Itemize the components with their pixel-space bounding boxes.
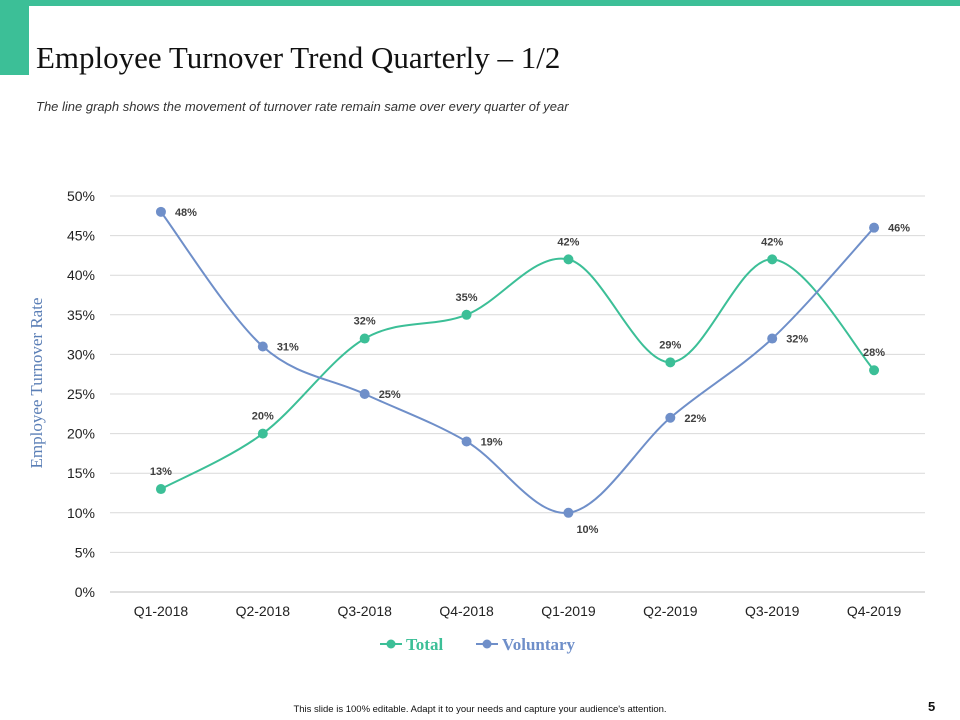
data-label-voluntary: 32% [786,334,808,346]
chart-axes: 0% 5% 10% 15% 20% 25% 30% 35% 40% 45% 50% Q1-2018 Q2… [67,188,902,619]
x-tick-label: Q4-2018 [439,603,494,619]
data-label-voluntary: 48% [175,207,197,219]
legend-marker-total [386,639,396,649]
data-label-voluntary: 46% [888,223,910,235]
data-point-total [461,309,472,320]
data-label-voluntary: 31% [277,341,299,353]
y-tick-label: 35% [67,307,95,323]
footer-note: This slide is 100% editable. Adapt it to… [293,704,667,715]
y-tick-label: 45% [67,228,95,244]
series-line-total [160,257,875,490]
data-point-total [155,484,166,495]
side-accent-block [0,0,29,75]
data-label-voluntary: 22% [684,413,706,425]
data-point-voluntary [155,206,166,217]
x-tick-label: Q2-2018 [236,603,291,619]
data-label-voluntary: 10% [576,524,598,536]
x-tick-label: Q4-2019 [847,603,902,619]
x-tick-label: Q3-2019 [745,603,800,619]
data-label-total: 42% [557,236,579,248]
y-tick-label: 50% [67,188,95,204]
data-label-voluntary: 25% [379,389,401,401]
data-point-voluntary [563,507,574,518]
data-label-total: 13% [150,466,172,478]
chart-legend: Total Voluntary [380,635,576,654]
data-point-voluntary [665,412,676,423]
slide-subtitle: The line graph shows the movement of tur… [36,99,569,114]
data-label-total: 28% [863,347,885,359]
slide-title: Employee Turnover Trend Quarterly – 1/2 [36,40,561,75]
chart-series: 13% 20% 32% 35% 42% 29% 42% 28% 48% 31% 25% 19% 10% 2… [150,206,910,536]
chart-gridlines [110,195,925,593]
y-tick-label: 25% [67,386,95,402]
turnover-line-chart: 0% 5% 10% 15% 20% 25% 30% 35% 40% 45% 50% Q1-2018 Q2… [27,188,925,654]
y-tick-label: 30% [67,346,95,362]
data-point-voluntary [869,222,880,233]
data-label-total: 20% [252,411,274,423]
y-axis-title: Employee Turnover Rate [27,298,46,469]
x-tick-label: Q1-2018 [134,603,189,619]
data-point-total [563,254,574,265]
data-label-total: 29% [659,339,681,351]
data-point-voluntary [257,341,268,352]
x-tick-label: Q1-2019 [541,603,596,619]
data-point-voluntary [461,436,472,447]
data-label-voluntary: 19% [481,437,503,449]
data-label-total: 32% [354,316,376,328]
top-accent-bar [0,0,960,6]
data-point-total [665,357,676,368]
x-tick-label: Q2-2019 [643,603,698,619]
data-point-voluntary [359,389,370,399]
data-label-total: 42% [761,236,783,248]
y-tick-label: 40% [67,267,95,283]
x-tick-label: Q3-2018 [337,603,392,619]
y-tick-label: 0% [75,584,95,600]
data-point-total [359,333,370,344]
data-label-total: 35% [456,292,478,304]
y-tick-label: 20% [67,426,95,442]
y-tick-label: 10% [67,505,95,521]
data-point-total [869,365,880,376]
y-tick-label: 15% [67,465,95,481]
y-tick-label: 5% [75,544,95,560]
data-point-total [767,254,778,265]
data-point-voluntary [767,333,778,344]
legend-marker-voluntary [482,639,492,649]
legend-label-total: Total [406,635,443,654]
legend-label-voluntary: Voluntary [502,635,576,654]
series-line-voluntary [160,211,875,514]
data-point-total [257,428,268,439]
page-number: 5 [928,699,936,714]
